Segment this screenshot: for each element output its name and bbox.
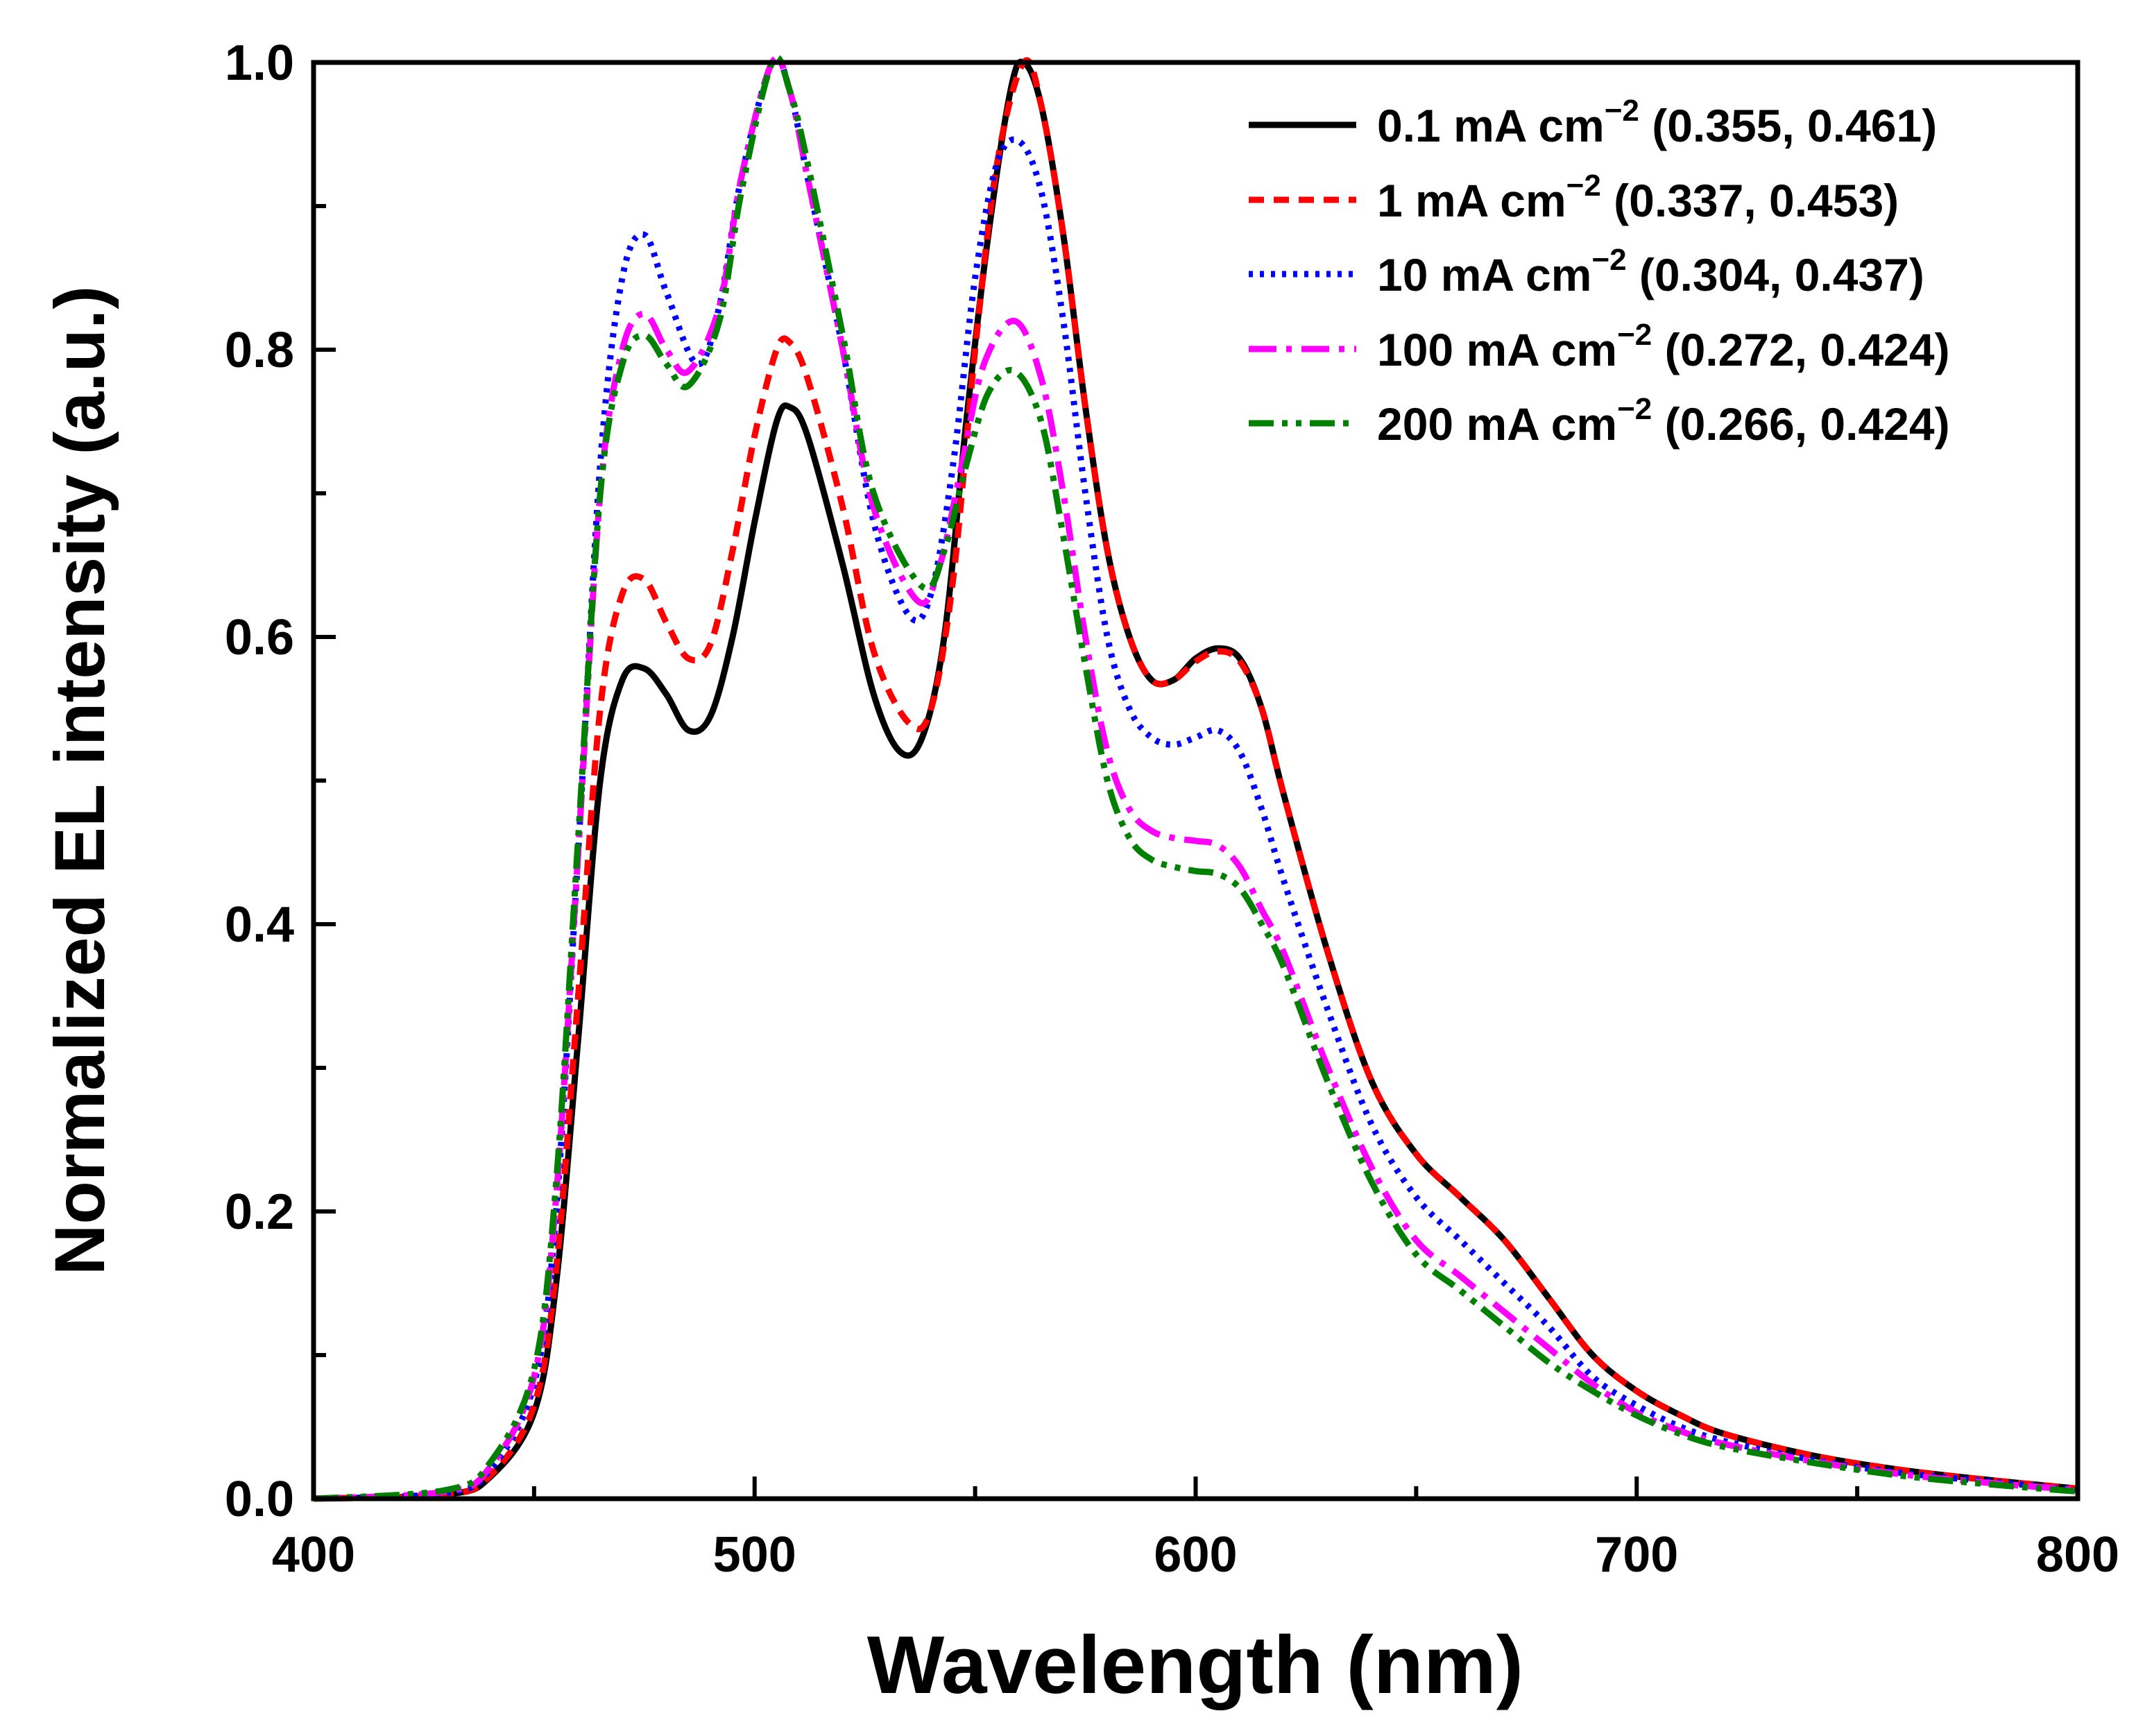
x-tick-label: 400 [272, 1527, 355, 1583]
legend-label-0: 0.1 mA cm−2 (0.355, 0.461) [1377, 94, 1937, 151]
legend-label-1: 1 mA cm−2 (0.337, 0.453) [1377, 169, 1899, 226]
series-lines [313, 54, 2078, 1502]
y-tick-label: 0.4 [225, 897, 294, 953]
legend-label-2: 10 mA cm−2 (0.304, 0.437) [1377, 243, 1924, 300]
x-tick-label: 600 [1154, 1527, 1237, 1583]
x-tick-label: 800 [2036, 1527, 2119, 1583]
y-tick-label: 0.6 [225, 610, 294, 665]
legend-label-3: 100 mA cm−2 (0.272, 0.424) [1377, 318, 1950, 375]
series-line-1 [313, 57, 2078, 1502]
y-tick-label: 1.0 [225, 35, 294, 91]
legend: 0.1 mA cm−2 (0.355, 0.461) 1 mA cm−2 (0.3… [1249, 94, 1950, 450]
x-axis-title: Wavelength (nm) [867, 1619, 1523, 1711]
y-tick-label: 0.8 [225, 323, 294, 378]
y-tick-label: 0.2 [225, 1184, 294, 1240]
y-axis-title: Normalized EL intensity (a.u.) [40, 286, 119, 1275]
legend-label-4: 200 mA cm−2 (0.266, 0.424) [1377, 392, 1950, 450]
series-line-4 [313, 54, 2078, 1502]
axis-ticks: 400 500 600 700 800 0.0 0.2 0.4 0.6 0.8 1.0 [225, 35, 2119, 1583]
x-tick-label: 700 [1595, 1527, 1678, 1583]
series-line-2 [313, 55, 2078, 1502]
y-tick-label: 0.0 [225, 1472, 294, 1527]
x-tick-label: 500 [713, 1527, 796, 1583]
